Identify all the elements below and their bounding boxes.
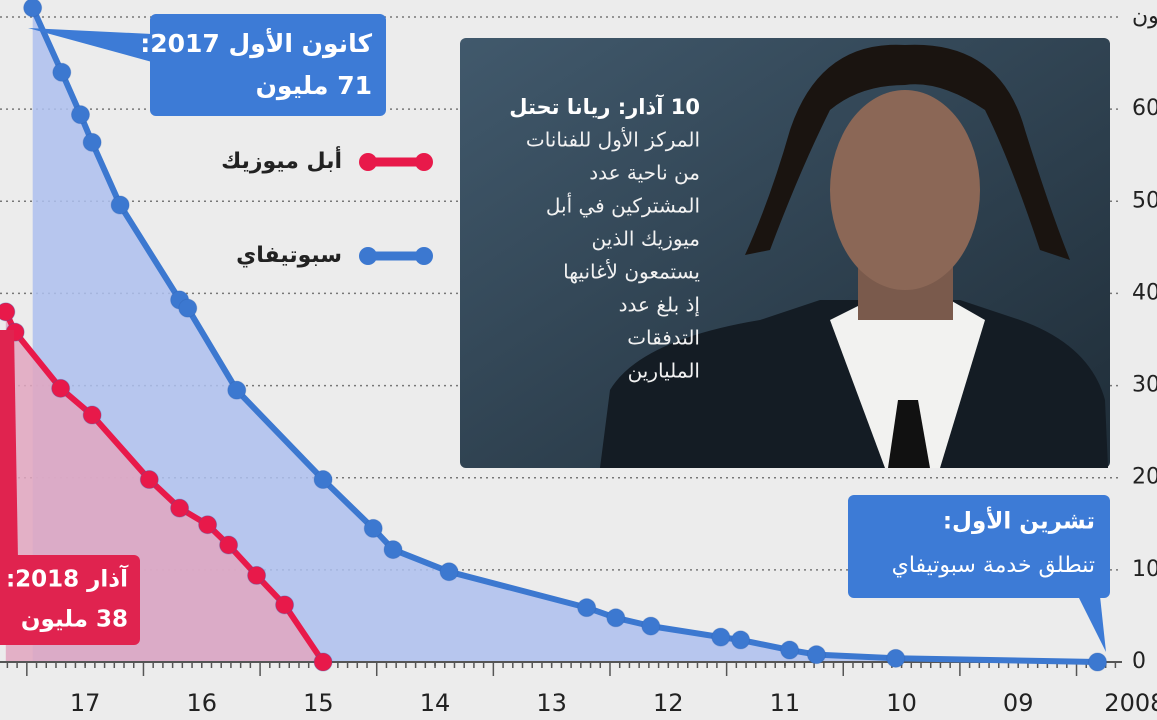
- callout-text: تنطلق خدمة سبوتيفاي: [892, 553, 1095, 578]
- point: [807, 646, 825, 664]
- point: [887, 649, 905, 667]
- legend-dot: [415, 153, 433, 171]
- y-tick-label: 40: [1132, 280, 1157, 305]
- point: [364, 519, 382, 537]
- legend-dot: [359, 153, 377, 171]
- caption-line: المشتركين في أبل: [546, 193, 700, 219]
- point: [24, 0, 42, 17]
- caption-line: المركز الأول للفنانات: [526, 128, 700, 152]
- x-tick-label: 09: [1003, 689, 1034, 717]
- caption-line: التدفقات: [627, 326, 700, 350]
- point: [384, 541, 402, 559]
- legend-label: أبل ميوزيك: [221, 145, 342, 174]
- point: [228, 381, 246, 399]
- y-tick-label: 70 مليون: [1132, 4, 1157, 29]
- point: [179, 299, 197, 317]
- point: [220, 536, 238, 554]
- callout-title: كانون الأول 2017:: [140, 28, 372, 59]
- point: [314, 653, 332, 671]
- x-tick-label: 2008: [1104, 689, 1157, 717]
- callout-text: 38 مليون: [21, 607, 128, 633]
- point: [248, 566, 266, 584]
- point: [199, 516, 217, 534]
- point: [111, 196, 129, 214]
- point: [0, 303, 15, 321]
- caption-highlight: 10 آذار: ريانا تحتل: [509, 94, 700, 119]
- page: 20181716151413121110092008 10 آذار: ريان…: [0, 0, 1157, 720]
- point: [314, 471, 332, 489]
- caption-line: من ناحية عدد: [589, 161, 700, 185]
- point: [52, 379, 70, 397]
- callout-title: آذار 2018:: [6, 564, 129, 593]
- photo-face: [830, 90, 980, 290]
- x-tick-label: 11: [770, 689, 801, 717]
- point: [607, 609, 625, 627]
- legend-label: سبوتيفاي: [236, 243, 342, 268]
- point: [83, 406, 101, 424]
- y-tick-label: 0: [1132, 649, 1146, 674]
- chart: 20181716151413121110092008 10 آذار: ريان…: [0, 0, 1157, 720]
- x-tick-label: 15: [303, 689, 334, 717]
- x-tick-label: 17: [70, 689, 101, 717]
- x-tick-label: 12: [653, 689, 684, 717]
- point: [276, 596, 294, 614]
- point: [1089, 653, 1107, 671]
- point: [171, 499, 189, 517]
- y-tick-label: 20: [1132, 465, 1157, 490]
- point: [440, 563, 458, 581]
- point: [712, 628, 730, 646]
- x-tick-label: 14: [420, 689, 451, 717]
- y-tick-label: 50: [1132, 188, 1157, 213]
- caption-line: إذ بلغ عدد: [619, 293, 700, 318]
- point: [732, 631, 750, 649]
- legend-dot: [359, 247, 377, 265]
- x-tick-label: 10: [886, 689, 917, 717]
- caption-line: المليارين: [628, 359, 700, 383]
- legend-dot: [415, 247, 433, 265]
- point: [83, 133, 101, 151]
- callout-text: 71 مليون: [256, 71, 372, 101]
- caption-line: ميوزيك الذين: [592, 227, 700, 251]
- y-tick-label: 30: [1132, 373, 1157, 398]
- point: [781, 641, 799, 659]
- x-tick-label: 16: [187, 689, 218, 717]
- y-tick-label: 60: [1132, 96, 1157, 121]
- caption-line: يستمعون لأغانيها: [563, 260, 700, 284]
- point: [53, 63, 71, 81]
- x-tick-label: 13: [536, 689, 567, 717]
- point: [642, 617, 660, 635]
- point: [140, 471, 158, 489]
- y-tick-label: 10: [1132, 557, 1157, 582]
- point: [71, 106, 89, 124]
- callout-title: تشرين الأول:: [943, 506, 1095, 535]
- point: [578, 599, 596, 617]
